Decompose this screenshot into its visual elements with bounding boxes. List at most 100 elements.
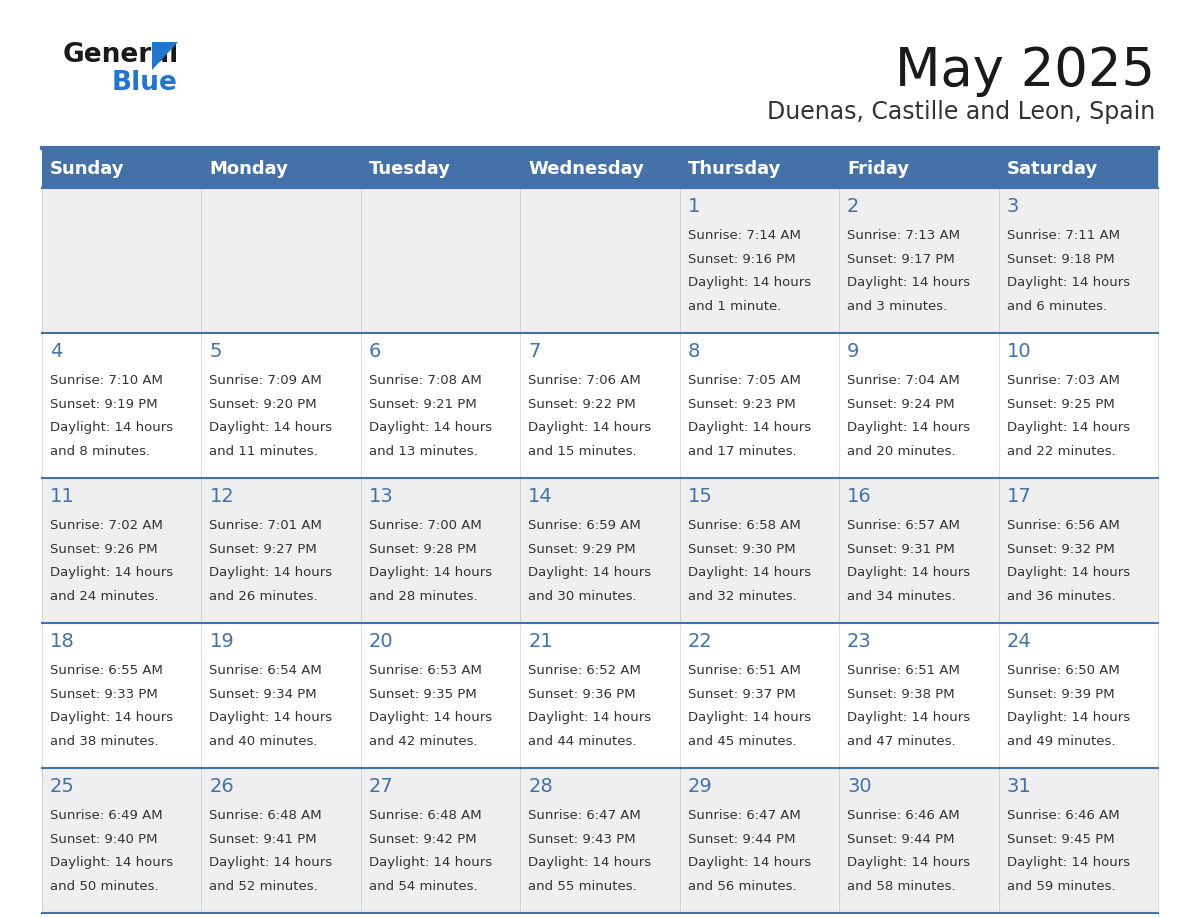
Text: Sunrise: 7:08 AM: Sunrise: 7:08 AM (368, 374, 481, 386)
Bar (680, 623, 839, 768)
Text: Sunrise: 6:47 AM: Sunrise: 6:47 AM (529, 809, 642, 822)
Bar (999, 150, 1158, 188)
Text: 11: 11 (50, 487, 75, 506)
Text: Daylight: 14 hours: Daylight: 14 hours (529, 856, 651, 869)
Text: and 3 minutes.: and 3 minutes. (847, 300, 947, 313)
Text: Duenas, Castille and Leon, Spain: Duenas, Castille and Leon, Spain (766, 100, 1155, 124)
Bar (520, 333, 680, 478)
Text: 24: 24 (1006, 632, 1031, 651)
Text: Sunset: 9:17 PM: Sunset: 9:17 PM (847, 252, 955, 265)
Text: Daylight: 14 hours: Daylight: 14 hours (847, 711, 971, 724)
Bar (839, 768, 999, 913)
Text: 14: 14 (529, 487, 552, 506)
Text: Sunrise: 6:54 AM: Sunrise: 6:54 AM (209, 664, 322, 677)
Text: and 56 minutes.: and 56 minutes. (688, 880, 796, 893)
Text: Sunset: 9:28 PM: Sunset: 9:28 PM (368, 543, 476, 555)
Text: and 45 minutes.: and 45 minutes. (688, 735, 796, 748)
Text: Sunset: 9:45 PM: Sunset: 9:45 PM (1006, 833, 1114, 845)
Text: May 2025: May 2025 (895, 45, 1155, 97)
Text: Sunset: 9:42 PM: Sunset: 9:42 PM (368, 833, 476, 845)
Text: and 1 minute.: and 1 minute. (688, 300, 781, 313)
Text: 16: 16 (847, 487, 872, 506)
Text: Thursday: Thursday (688, 160, 781, 178)
Bar (202, 150, 361, 188)
Text: Daylight: 14 hours: Daylight: 14 hours (847, 856, 971, 869)
Text: Daylight: 14 hours: Daylight: 14 hours (847, 276, 971, 289)
Text: Sunset: 9:35 PM: Sunset: 9:35 PM (368, 688, 476, 700)
Text: Sunset: 9:22 PM: Sunset: 9:22 PM (529, 397, 636, 410)
Text: Sunrise: 7:01 AM: Sunrise: 7:01 AM (209, 519, 322, 532)
Text: Sunset: 9:34 PM: Sunset: 9:34 PM (209, 688, 317, 700)
Text: Daylight: 14 hours: Daylight: 14 hours (50, 566, 173, 579)
Bar (680, 478, 839, 623)
Bar (999, 188, 1158, 333)
Text: 9: 9 (847, 341, 859, 361)
Text: and 13 minutes.: and 13 minutes. (368, 445, 478, 458)
Bar (680, 333, 839, 478)
Text: Daylight: 14 hours: Daylight: 14 hours (1006, 566, 1130, 579)
Text: Sunrise: 7:06 AM: Sunrise: 7:06 AM (529, 374, 642, 386)
Text: Daylight: 14 hours: Daylight: 14 hours (209, 856, 333, 869)
Text: 23: 23 (847, 632, 872, 651)
Text: and 36 minutes.: and 36 minutes. (1006, 590, 1116, 603)
Text: Sunrise: 7:05 AM: Sunrise: 7:05 AM (688, 374, 801, 386)
Text: Sunrise: 6:55 AM: Sunrise: 6:55 AM (50, 664, 163, 677)
Text: Sunset: 9:40 PM: Sunset: 9:40 PM (50, 833, 158, 845)
Text: Monday: Monday (209, 160, 289, 178)
Text: and 24 minutes.: and 24 minutes. (50, 590, 158, 603)
Text: 28: 28 (529, 777, 552, 796)
Text: 3: 3 (1006, 196, 1019, 216)
Text: Daylight: 14 hours: Daylight: 14 hours (209, 566, 333, 579)
Text: Daylight: 14 hours: Daylight: 14 hours (209, 711, 333, 724)
Bar (42, 623, 202, 768)
Text: Sunset: 9:44 PM: Sunset: 9:44 PM (688, 833, 795, 845)
Text: Sunset: 9:44 PM: Sunset: 9:44 PM (847, 833, 955, 845)
Text: and 54 minutes.: and 54 minutes. (368, 880, 478, 893)
Bar (42, 333, 202, 478)
Bar (202, 333, 361, 478)
Bar (999, 478, 1158, 623)
Bar (202, 623, 361, 768)
Text: 27: 27 (368, 777, 393, 796)
Text: and 58 minutes.: and 58 minutes. (847, 880, 955, 893)
Text: Sunset: 9:18 PM: Sunset: 9:18 PM (1006, 252, 1114, 265)
Text: Sunrise: 6:46 AM: Sunrise: 6:46 AM (1006, 809, 1119, 822)
Text: Sunrise: 6:53 AM: Sunrise: 6:53 AM (368, 664, 481, 677)
Text: Daylight: 14 hours: Daylight: 14 hours (1006, 276, 1130, 289)
Text: Sunrise: 6:48 AM: Sunrise: 6:48 AM (209, 809, 322, 822)
Text: and 55 minutes.: and 55 minutes. (529, 880, 637, 893)
Text: Blue: Blue (112, 70, 178, 96)
Bar (520, 768, 680, 913)
Bar (999, 333, 1158, 478)
Bar (520, 478, 680, 623)
Bar (839, 188, 999, 333)
Text: and 38 minutes.: and 38 minutes. (50, 735, 158, 748)
Text: Sunset: 9:27 PM: Sunset: 9:27 PM (209, 543, 317, 555)
Text: Sunset: 9:23 PM: Sunset: 9:23 PM (688, 397, 796, 410)
Text: 15: 15 (688, 487, 713, 506)
Bar (839, 478, 999, 623)
Text: 17: 17 (1006, 487, 1031, 506)
Text: Sunrise: 6:57 AM: Sunrise: 6:57 AM (847, 519, 960, 532)
Text: and 32 minutes.: and 32 minutes. (688, 590, 796, 603)
Text: Sunset: 9:29 PM: Sunset: 9:29 PM (529, 543, 636, 555)
Bar (680, 150, 839, 188)
Text: Sunrise: 6:49 AM: Sunrise: 6:49 AM (50, 809, 163, 822)
Text: and 8 minutes.: and 8 minutes. (50, 445, 150, 458)
Bar (999, 623, 1158, 768)
Text: Sunrise: 6:46 AM: Sunrise: 6:46 AM (847, 809, 960, 822)
Text: General: General (63, 42, 179, 68)
Text: 12: 12 (209, 487, 234, 506)
Text: Sunday: Sunday (50, 160, 125, 178)
Text: Daylight: 14 hours: Daylight: 14 hours (1006, 421, 1130, 434)
Text: Sunrise: 6:52 AM: Sunrise: 6:52 AM (529, 664, 642, 677)
Bar (520, 623, 680, 768)
Text: Sunrise: 6:56 AM: Sunrise: 6:56 AM (1006, 519, 1119, 532)
Text: Sunrise: 6:50 AM: Sunrise: 6:50 AM (1006, 664, 1119, 677)
Text: Sunset: 9:30 PM: Sunset: 9:30 PM (688, 543, 795, 555)
Text: 21: 21 (529, 632, 552, 651)
Text: Sunrise: 7:04 AM: Sunrise: 7:04 AM (847, 374, 960, 386)
Text: and 26 minutes.: and 26 minutes. (209, 590, 318, 603)
Bar (361, 150, 520, 188)
Text: and 22 minutes.: and 22 minutes. (1006, 445, 1116, 458)
